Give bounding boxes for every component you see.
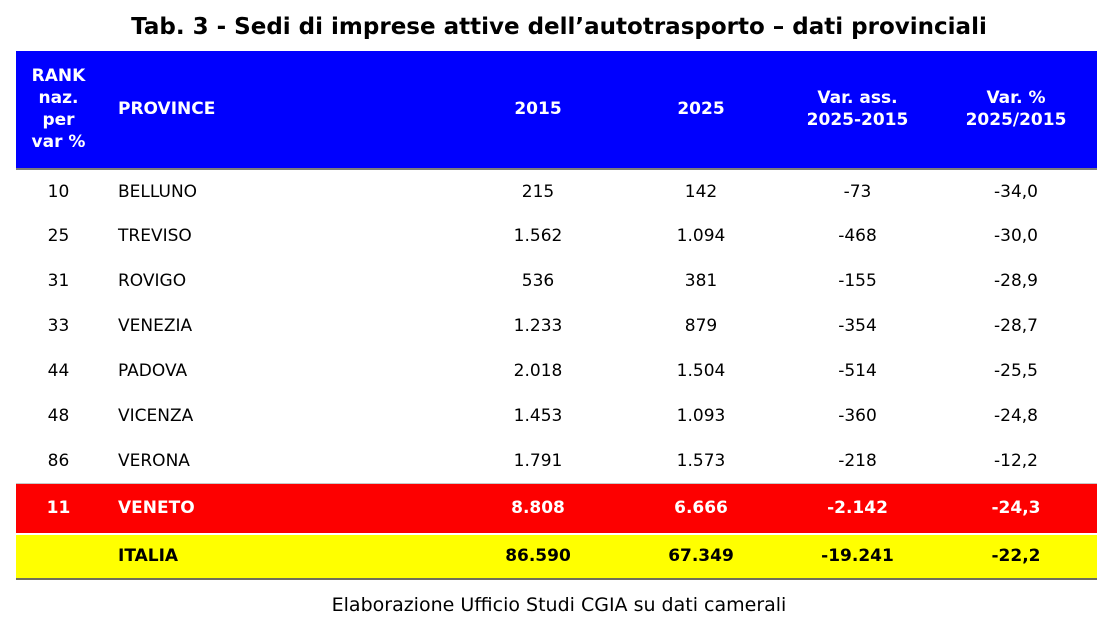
cell-2025: 1.093 xyxy=(622,393,780,439)
cell-province: BELLUNO xyxy=(101,168,454,214)
column-header-province: PROVINCE xyxy=(101,50,454,169)
cell-2015: 1.562 xyxy=(454,213,622,259)
table-header-row: RANK naz. per var % PROVINCE 2015 2025 V… xyxy=(16,50,1097,169)
cell-var-pct: -12,2 xyxy=(935,438,1097,484)
column-header-var-ass: Var. ass. 2025-2015 xyxy=(780,50,935,169)
cell-rank: 31 xyxy=(16,258,101,304)
cell-2015: 8.808 xyxy=(454,483,622,534)
cell-var-ass: -514 xyxy=(780,348,935,394)
cell-province: VENETO xyxy=(101,483,454,534)
cell-var-ass: -2.142 xyxy=(780,483,935,534)
cell-rank: 48 xyxy=(16,393,101,439)
source-note: Elaborazione Ufficio Studi CGIA su dati … xyxy=(331,593,787,616)
cell-rank: 33 xyxy=(16,303,101,349)
cell-2015: 2.018 xyxy=(454,348,622,394)
cell-2025: 1.573 xyxy=(622,438,780,484)
cell-rank: 25 xyxy=(16,213,101,259)
cell-var-ass: -19.241 xyxy=(780,533,935,579)
cell-2025: 381 xyxy=(622,258,780,304)
table-row-rovigo: 31 ROVIGO 536 381 -155 -28,9 xyxy=(16,258,1097,304)
cell-2025: 879 xyxy=(622,303,780,349)
table-row-belluno: 10 BELLUNO 215 142 -73 -34,0 xyxy=(16,168,1097,214)
cell-province: VERONA xyxy=(101,438,454,484)
cell-var-pct: -28,9 xyxy=(935,258,1097,304)
cell-2025: 6.666 xyxy=(622,483,780,534)
cell-2015: 1.453 xyxy=(454,393,622,439)
cell-rank xyxy=(16,533,101,579)
cell-2025: 142 xyxy=(622,168,780,214)
cell-province: VENEZIA xyxy=(101,303,454,349)
table-row-venezia: 33 VENEZIA 1.233 879 -354 -28,7 xyxy=(16,303,1097,349)
cell-var-ass: -468 xyxy=(780,213,935,259)
cell-var-pct: -34,0 xyxy=(935,168,1097,214)
cell-var-pct: -25,5 xyxy=(935,348,1097,394)
cell-var-ass: -73 xyxy=(780,168,935,214)
cell-var-pct: -30,0 xyxy=(935,213,1097,259)
column-header-2015: 2015 xyxy=(454,50,622,169)
column-header-2025: 2025 xyxy=(622,50,780,169)
cell-var-ass: -218 xyxy=(780,438,935,484)
cell-2025: 1.504 xyxy=(622,348,780,394)
cell-2025: 1.094 xyxy=(622,213,780,259)
cell-var-pct: -24,8 xyxy=(935,393,1097,439)
cell-2015: 1.791 xyxy=(454,438,622,484)
cell-rank: 11 xyxy=(16,483,101,534)
cell-2015: 536 xyxy=(454,258,622,304)
cell-rank: 10 xyxy=(16,168,101,214)
table-row-veneto-total: 11 VENETO 8.808 6.666 -2.142 -24,3 xyxy=(16,483,1097,534)
table-row-verona: 86 VERONA 1.791 1.573 -218 -12,2 xyxy=(16,438,1097,484)
cell-rank: 86 xyxy=(16,438,101,484)
cell-province: PADOVA xyxy=(101,348,454,394)
cell-2025: 67.349 xyxy=(622,533,780,579)
table-row-treviso: 25 TREVISO 1.562 1.094 -468 -30,0 xyxy=(16,213,1097,259)
column-header-var-pct: Var. % 2025/2015 xyxy=(935,50,1097,169)
cell-var-ass: -354 xyxy=(780,303,935,349)
cell-province: ITALIA xyxy=(101,533,454,579)
table-row-vicenza: 48 VICENZA 1.453 1.093 -360 -24,8 xyxy=(16,393,1097,439)
cell-var-pct: -22,2 xyxy=(935,533,1097,579)
cell-var-pct: -28,7 xyxy=(935,303,1097,349)
cell-2015: 86.590 xyxy=(454,533,622,579)
cell-province: TREVISO xyxy=(101,213,454,259)
cell-2015: 1.233 xyxy=(454,303,622,349)
page-title: Tab. 3 - Sedi di imprese attive dell’aut… xyxy=(131,14,987,40)
table-row-padova: 44 PADOVA 2.018 1.504 -514 -25,5 xyxy=(16,348,1097,394)
cell-rank: 44 xyxy=(16,348,101,394)
cell-2015: 215 xyxy=(454,168,622,214)
cell-var-ass: -360 xyxy=(780,393,935,439)
cell-province: VICENZA xyxy=(101,393,454,439)
cell-var-ass: -155 xyxy=(780,258,935,304)
table-row-italia-total: ITALIA 86.590 67.349 -19.241 -22,2 xyxy=(16,533,1097,579)
provinces-table: RANK naz. per var % PROVINCE 2015 2025 V… xyxy=(16,50,1097,580)
cell-var-pct: -24,3 xyxy=(935,483,1097,534)
column-header-rank: RANK naz. per var % xyxy=(16,50,101,169)
cell-province: ROVIGO xyxy=(101,258,454,304)
